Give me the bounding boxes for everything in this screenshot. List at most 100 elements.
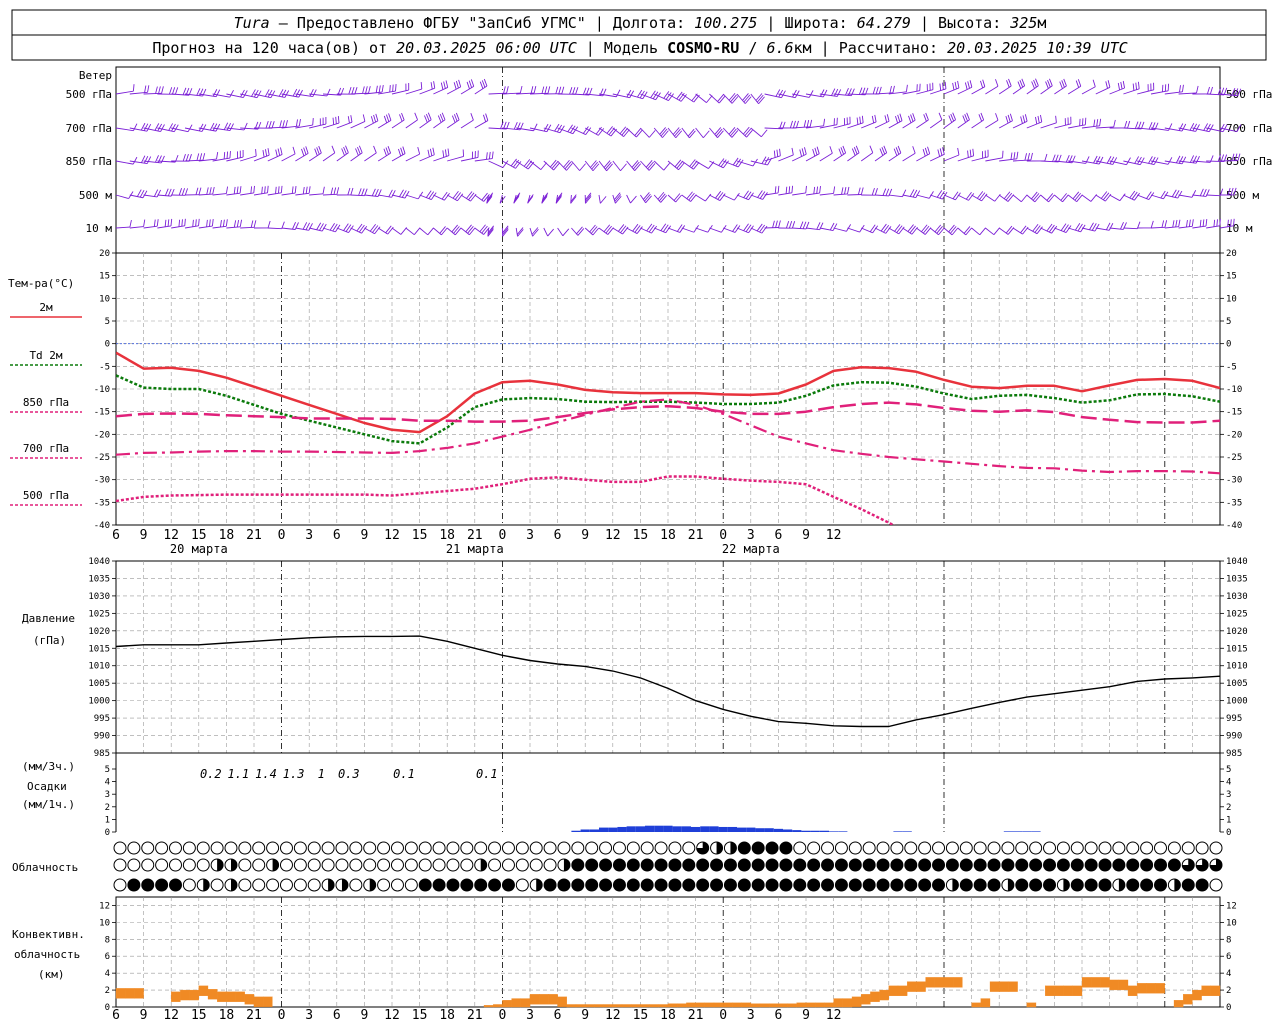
y-tick-label-left: -10 xyxy=(94,385,110,395)
wind-barb-feather xyxy=(605,225,612,234)
wind-barb xyxy=(1040,227,1052,234)
wind-barb-feather xyxy=(693,225,699,233)
cloud-cover-symbol xyxy=(141,878,155,892)
wind-barb-feather xyxy=(678,162,685,171)
wind-barb xyxy=(861,227,873,234)
cloud-cover-symbol xyxy=(918,858,932,872)
wind-barb-feather xyxy=(614,194,622,202)
wind-barb-feather xyxy=(385,114,390,122)
wind-barb-feather xyxy=(851,148,856,156)
wind-barb-feather xyxy=(809,119,813,127)
cloud-cover-symbol xyxy=(155,878,169,892)
wind-barb-feather xyxy=(675,194,682,203)
cloud-cover-fill xyxy=(563,859,570,871)
wind-barb-feather xyxy=(980,112,985,121)
cloud-panel xyxy=(113,841,1223,892)
wind-barb-feather xyxy=(215,89,221,97)
cloud-cover-symbol xyxy=(765,878,779,892)
wind-barb-feather xyxy=(650,90,656,99)
cloud-cover-symbol xyxy=(904,878,918,892)
cloud-cover-symbol xyxy=(488,878,502,892)
wind-barb-feather xyxy=(603,160,611,168)
conv-bar xyxy=(713,1002,724,1008)
wind-barb-feather xyxy=(778,220,781,228)
wind-level-label-right: 500 гПа xyxy=(1226,88,1272,101)
wind-barb-feather xyxy=(936,226,943,234)
wind-barb-feather xyxy=(239,219,243,227)
wind-barb-feather xyxy=(924,147,928,156)
wind-barb-feather xyxy=(942,147,945,155)
wind-barb-feather xyxy=(728,92,736,101)
wind-barb-feather xyxy=(1195,124,1200,132)
wind-barb-feather xyxy=(264,89,270,97)
wind-barb-feather xyxy=(400,227,407,235)
wind-barb-feather xyxy=(1137,121,1142,129)
wind-panel xyxy=(115,66,1242,254)
conv-bar xyxy=(980,998,991,1008)
wind-barb-feather xyxy=(541,196,548,204)
wind-barb-feather xyxy=(267,148,270,156)
precip-total-label: 1.4 xyxy=(255,767,277,781)
conv-bar xyxy=(824,1002,834,1008)
wind-barb xyxy=(943,194,956,201)
precip-bar xyxy=(663,825,673,832)
wind-barb-feather xyxy=(486,152,488,160)
y-tick-label-left: 1025 xyxy=(88,609,110,619)
wind-barb-feather xyxy=(198,123,204,132)
wind-barb-feather xyxy=(881,146,886,155)
wind-barb-feather xyxy=(965,191,972,200)
wind-barb xyxy=(612,160,621,172)
cloud-cover-symbol xyxy=(488,841,502,855)
wind-barb-feather xyxy=(458,79,462,87)
wind-barb xyxy=(405,88,422,95)
cloud-cover-symbol xyxy=(252,841,266,855)
cloud-cover-symbol xyxy=(543,878,557,892)
conv-bar xyxy=(686,1002,696,1008)
wind-barb xyxy=(598,227,609,235)
wind-barb-feather xyxy=(351,87,355,95)
wind-barb-feather xyxy=(845,87,849,96)
wind-barb-feather xyxy=(856,117,859,125)
wind-barb-feather xyxy=(1178,123,1184,131)
wind-barb-feather xyxy=(808,90,814,98)
wind-barb-feather xyxy=(160,124,165,132)
x-tick-label: 9 xyxy=(581,528,589,543)
wind-barb xyxy=(833,227,847,232)
wind-barb xyxy=(433,227,442,236)
wind-barb-feather xyxy=(1220,87,1225,95)
wind-barb xyxy=(1192,160,1211,163)
wind-barb-feather xyxy=(335,116,337,124)
wind-barb xyxy=(902,152,916,162)
cloud-cover-symbol xyxy=(418,878,432,892)
wind-barb-feather xyxy=(381,85,384,93)
wind-barb-feather xyxy=(1177,190,1183,199)
wind-barb xyxy=(226,127,245,131)
wind-barb-feather xyxy=(1094,223,1100,232)
wind-barb xyxy=(1109,160,1127,166)
wind-barb-feather xyxy=(330,187,334,195)
cloud-cover-symbol xyxy=(779,878,793,892)
cloud-cover-symbol xyxy=(474,841,488,855)
y-tick-label-right: 2 xyxy=(1226,803,1231,813)
wind-barb xyxy=(198,193,213,196)
wind-barb-feather xyxy=(364,188,368,196)
wind-barb-feather xyxy=(219,219,222,228)
precip-title: Осадки xyxy=(27,780,67,793)
precip-bar xyxy=(626,826,636,832)
wind-barb xyxy=(1206,225,1220,229)
wind-barb-feather xyxy=(392,84,394,92)
wind-barb-feather xyxy=(607,227,614,235)
conv-bar xyxy=(529,994,540,1005)
x-tick-label: 0 xyxy=(498,528,506,543)
conv-bar xyxy=(934,977,945,988)
wind-barb xyxy=(819,193,834,196)
wind-barb-feather xyxy=(1231,153,1235,161)
cloud-cover-symbol xyxy=(1154,878,1168,892)
wind-barb-feather xyxy=(345,145,349,153)
wind-barb-feather xyxy=(606,126,613,134)
wind-barb xyxy=(612,194,616,204)
wind-barb-feather xyxy=(576,226,583,235)
wind-barb-feather xyxy=(1219,188,1224,196)
wind-barb-feather xyxy=(898,226,905,235)
